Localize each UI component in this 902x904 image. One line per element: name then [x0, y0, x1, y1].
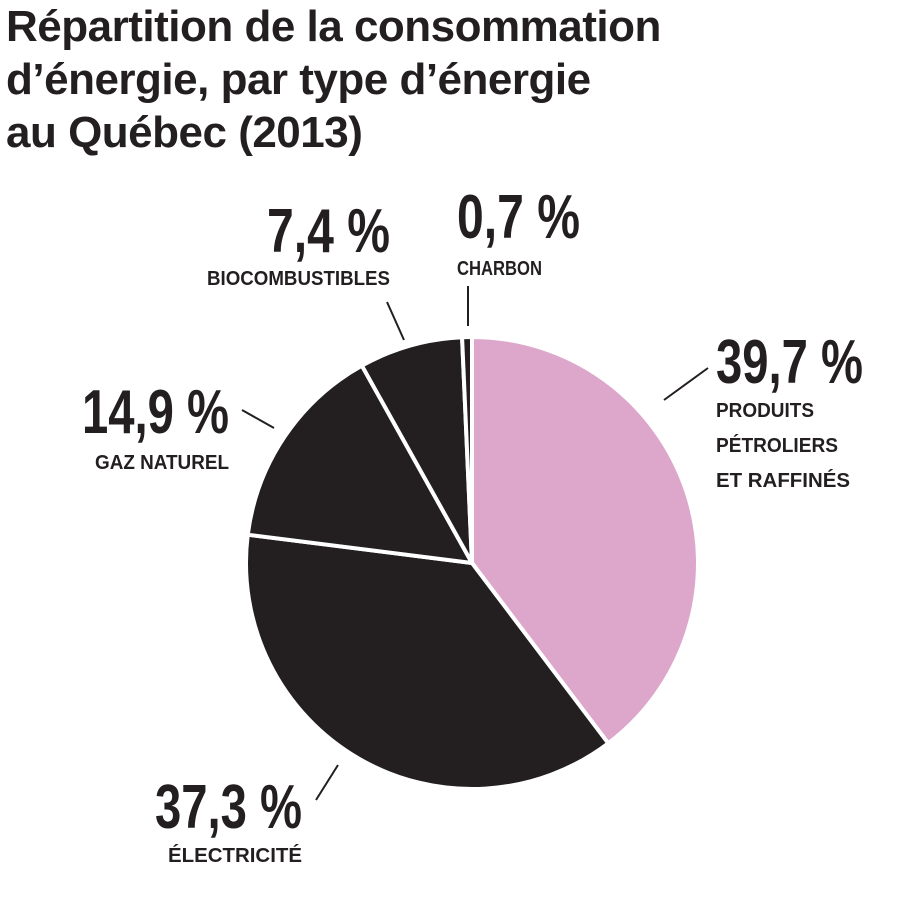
- chart-title-line: Répartition de la consommation: [6, 2, 661, 51]
- slice-value-label: 0,7 %: [457, 183, 580, 252]
- pie-slice-electricite: [244, 532, 611, 791]
- slice-category-label: CHARBON: [457, 258, 542, 280]
- slice-category-label: BIOCOMBUSTIBLES: [207, 268, 390, 290]
- slice-category-label: GAZ NATUREL: [95, 452, 229, 474]
- slice-value-label: 39,7 %: [716, 328, 863, 397]
- slice-category-label: PÉTROLIERS: [716, 434, 838, 457]
- chart-title: Répartition de la consommation d’énergie…: [6, 0, 886, 159]
- slice-value-label: 7,4 %: [267, 197, 390, 266]
- leader-line: [663, 367, 709, 401]
- slice-value-label: 14,9 %: [82, 378, 229, 447]
- slice-value-label: 37,3 %: [155, 773, 302, 842]
- pie-slice-gaz-naturel: [245, 363, 474, 565]
- leader-lines: [241, 286, 709, 801]
- pie-slices: [244, 335, 700, 791]
- pie-slice-biocombustibles: [359, 335, 474, 565]
- slice-category-label: ÉLECTRICITÉ: [168, 844, 302, 867]
- pie-slice-charbon: [460, 335, 474, 565]
- leader-line: [386, 301, 405, 341]
- leader-line: [315, 764, 339, 801]
- pie-slice-produits: [470, 335, 700, 746]
- slice-category-label: PRODUITS: [716, 400, 814, 422]
- slice-labels: 39,7 % PRODUITS PÉTROLIERS ET RAFFINÉS 37,3 …: [82, 183, 863, 867]
- chart-title-line: d’énergie, par type d’énergie: [6, 55, 591, 104]
- chart-title-line: au Québec (2013): [6, 108, 363, 157]
- leader-line: [241, 409, 275, 429]
- slice-category-label: ET RAFFINÉS: [716, 469, 850, 492]
